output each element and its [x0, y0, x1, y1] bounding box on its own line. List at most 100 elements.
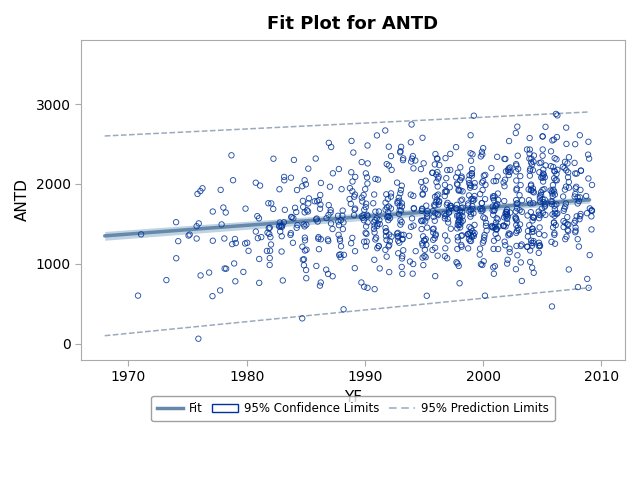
Point — [504, 168, 514, 176]
Point — [511, 215, 521, 222]
Point — [359, 283, 369, 290]
Point — [374, 242, 384, 250]
Point — [534, 230, 544, 238]
Point — [516, 277, 527, 285]
Point — [535, 194, 545, 202]
Point — [523, 227, 533, 235]
Point — [547, 211, 557, 218]
Point — [522, 243, 532, 251]
Point — [393, 237, 403, 245]
Point — [323, 211, 333, 219]
Point — [475, 251, 485, 258]
Point — [540, 203, 550, 211]
Point — [442, 201, 452, 209]
Point — [457, 231, 467, 239]
Point — [197, 184, 207, 192]
Point — [442, 166, 452, 174]
Point — [429, 202, 439, 209]
Point — [504, 245, 515, 252]
Point — [362, 238, 372, 245]
Point — [493, 234, 503, 242]
Point — [312, 218, 323, 226]
Point — [255, 182, 265, 190]
Point — [419, 252, 429, 260]
Point — [488, 194, 498, 202]
Point — [440, 244, 451, 252]
Point — [416, 165, 426, 173]
Point — [227, 240, 237, 248]
Point — [420, 177, 431, 184]
Point — [480, 171, 490, 179]
Point — [268, 205, 278, 213]
Point — [529, 214, 539, 222]
Point — [368, 199, 378, 207]
Point — [570, 217, 580, 225]
Point — [469, 196, 479, 204]
Point — [406, 191, 416, 198]
Point — [451, 204, 461, 212]
Point — [586, 206, 596, 214]
Point — [584, 251, 595, 259]
Point — [346, 168, 356, 176]
Point — [264, 261, 275, 269]
Point — [463, 202, 474, 209]
Point — [369, 285, 380, 293]
Point — [454, 214, 465, 222]
Point — [526, 155, 536, 162]
Point — [194, 219, 204, 227]
Point — [526, 239, 536, 247]
Point — [346, 137, 356, 145]
Point — [549, 202, 559, 210]
Point — [538, 195, 548, 203]
Point — [303, 200, 314, 207]
Point — [552, 111, 563, 119]
Point — [452, 225, 462, 232]
Point — [464, 179, 474, 187]
Point — [384, 268, 394, 276]
Point — [463, 230, 474, 238]
Point — [456, 204, 467, 212]
Point — [432, 168, 442, 176]
Point — [444, 205, 454, 213]
Point — [381, 236, 392, 244]
Point — [551, 170, 561, 178]
Point — [467, 150, 477, 158]
Point — [395, 148, 405, 156]
Point — [488, 224, 498, 231]
Point — [276, 232, 287, 240]
Point — [575, 210, 586, 218]
Point — [525, 165, 536, 173]
Point — [570, 140, 580, 148]
Point — [333, 231, 344, 239]
Point — [381, 228, 392, 235]
Point — [570, 184, 580, 192]
Point — [301, 275, 312, 282]
Point — [493, 196, 503, 204]
Point — [286, 213, 296, 221]
Point — [502, 210, 512, 217]
Point — [276, 248, 287, 255]
Point — [417, 240, 428, 247]
Point — [333, 165, 344, 173]
Point — [511, 229, 522, 237]
Point — [505, 209, 515, 216]
Point — [529, 152, 539, 159]
Point — [397, 263, 407, 271]
Point — [493, 245, 503, 253]
Point — [466, 210, 476, 218]
Point — [324, 201, 334, 209]
Point — [416, 178, 426, 186]
Point — [398, 156, 408, 164]
Point — [278, 276, 288, 284]
Point — [511, 216, 522, 224]
Point — [538, 133, 548, 141]
Point — [300, 234, 310, 241]
Point — [384, 203, 394, 210]
Point — [492, 225, 502, 233]
Point — [420, 235, 431, 243]
Point — [241, 205, 251, 213]
Point — [528, 166, 538, 174]
Point — [301, 266, 311, 274]
Point — [575, 212, 586, 220]
Point — [502, 260, 512, 267]
